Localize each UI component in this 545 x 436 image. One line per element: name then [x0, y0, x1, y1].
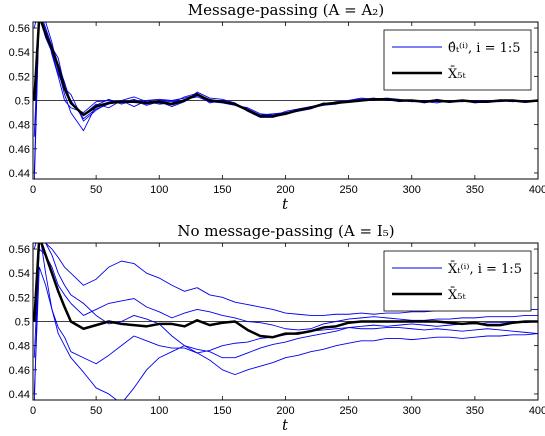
x-tick-label: 350: [466, 184, 484, 196]
y-tick-label: 0.5: [15, 96, 30, 108]
series-line-mean: [33, 22, 538, 118]
series-line-mean: [33, 243, 538, 339]
y-tick-label: 0.54: [9, 47, 30, 59]
chart-no-message-passing: No message-passing (A = I₅) 0 50 100 150 200…: [9, 222, 545, 434]
x-tick-label: 200: [276, 405, 294, 417]
legend-box: [383, 250, 532, 312]
plot-frame: [32, 21, 539, 180]
series-lines: [33, 22, 538, 179]
legend: θ̂ₜ⁽ⁱ⁾, i = 1:5 X̄₅ₜ: [383, 29, 532, 91]
x-tick-label: 250: [339, 405, 357, 417]
x-tick-label: 400: [529, 184, 545, 196]
x-tick-label: 150: [213, 184, 231, 196]
series-line-agent-2: [33, 243, 538, 359]
x-tick-label: 200: [276, 184, 294, 196]
x-tick-label: 0: [30, 405, 36, 417]
x-tick-label: 100: [150, 184, 168, 196]
y-tick-label: 0.44: [9, 168, 30, 180]
y-tick-label: 0.44: [9, 389, 30, 401]
series-line-agent-4: [33, 248, 538, 358]
legend: X̄ₜ⁽ⁱ⁾, i = 1:5 X̄₅ₜ: [383, 250, 532, 312]
x-tick-label: 300: [403, 405, 421, 417]
axis-ticks: 0 50 100 150 200 250 300 350 400 0.44 0.46 0.48 0.5 0…: [9, 243, 545, 417]
legend-label-mean: X̄₅ₜ: [448, 66, 466, 82]
y-tick-label: 0.52: [9, 71, 30, 83]
y-tick-label: 0.54: [9, 268, 30, 280]
y-tick-label: 0.48: [9, 341, 30, 353]
series-line-agent-5: [33, 266, 538, 394]
x-tick-label: 250: [339, 184, 357, 196]
y-tick-label: 0.5: [15, 317, 30, 329]
x-tick-label: 100: [150, 405, 168, 417]
x-axis-label: t: [282, 416, 289, 434]
x-tick-label: 50: [90, 405, 102, 417]
legend-label-agents: θ̂ₜ⁽ⁱ⁾, i = 1:5: [448, 41, 521, 56]
y-tick-label: 0.56: [9, 23, 30, 35]
chart-title: Message-passing (A = A₂): [188, 1, 384, 19]
legend-box: [383, 29, 532, 91]
chart-title: No message-passing (A = I₅): [177, 222, 394, 240]
y-tick-label: 0.56: [9, 244, 30, 256]
legend-label-agents: X̄ₜ⁽ⁱ⁾, i = 1:5: [448, 261, 522, 277]
y-tick-label: 0.46: [9, 365, 30, 377]
plot-frame: [32, 242, 539, 401]
x-axis-label: t: [282, 195, 289, 213]
chart-message-passing: Message-passing (A = A₂) 0 50 100 150 200 250…: [9, 1, 545, 213]
x-tick-label: 300: [403, 184, 421, 196]
x-tick-label: 50: [90, 184, 102, 196]
x-tick-label: 400: [529, 405, 545, 417]
y-tick-label: 0.48: [9, 120, 30, 132]
x-tick-label: 150: [213, 405, 231, 417]
legend-label-mean: X̄₅ₜ: [448, 287, 466, 303]
x-tick-label: 0: [30, 184, 36, 196]
x-tick-label: 350: [466, 405, 484, 417]
y-tick-label: 0.52: [9, 292, 30, 304]
y-tick-label: 0.46: [9, 144, 30, 156]
axis-ticks: 0 50 100 150 200 250 300 350 400 0.44 0.46 0.48 0.5 0…: [9, 22, 545, 196]
